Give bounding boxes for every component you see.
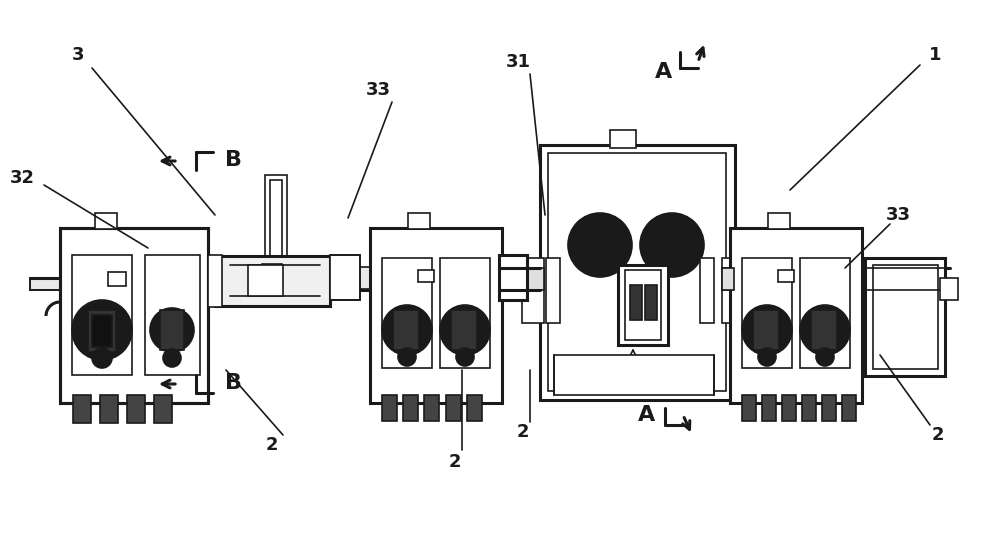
Bar: [382, 258, 432, 368]
Bar: [127, 395, 145, 423]
Circle shape: [398, 348, 416, 366]
Bar: [742, 258, 792, 368]
Bar: [460, 255, 488, 300]
Bar: [262, 264, 282, 278]
Bar: [72, 255, 132, 375]
Text: B: B: [225, 373, 242, 393]
Circle shape: [568, 213, 632, 277]
Bar: [802, 395, 816, 421]
Circle shape: [440, 305, 490, 355]
Bar: [762, 395, 776, 421]
Bar: [742, 395, 756, 421]
Circle shape: [456, 348, 474, 366]
Text: A: A: [655, 62, 672, 82]
Text: 1: 1: [929, 46, 941, 64]
Bar: [270, 180, 282, 260]
Text: B: B: [225, 150, 242, 170]
Circle shape: [640, 213, 704, 277]
Text: A: A: [638, 405, 655, 425]
Bar: [730, 228, 862, 403]
Bar: [208, 255, 222, 307]
Bar: [108, 272, 126, 286]
Text: 31: 31: [506, 53, 530, 71]
Bar: [60, 228, 208, 403]
Bar: [73, 395, 91, 423]
Bar: [873, 265, 938, 369]
Bar: [95, 213, 117, 229]
Circle shape: [163, 349, 181, 367]
Text: 32: 32: [10, 169, 34, 187]
Text: 2: 2: [266, 436, 278, 454]
Bar: [700, 258, 714, 323]
Bar: [467, 395, 482, 421]
Bar: [722, 268, 734, 290]
Bar: [940, 278, 958, 300]
Bar: [393, 310, 419, 350]
Bar: [451, 310, 477, 350]
Bar: [768, 213, 790, 229]
Bar: [548, 153, 726, 391]
Bar: [403, 395, 418, 421]
Circle shape: [72, 300, 132, 360]
Circle shape: [92, 348, 112, 368]
Bar: [645, 285, 657, 320]
Text: 2: 2: [517, 423, 529, 441]
Bar: [100, 395, 118, 423]
Bar: [778, 270, 794, 282]
Bar: [382, 395, 397, 421]
Bar: [540, 145, 735, 400]
Bar: [753, 310, 779, 350]
Bar: [424, 395, 439, 421]
Bar: [265, 175, 287, 267]
Bar: [618, 265, 668, 345]
Bar: [160, 310, 184, 350]
Bar: [154, 395, 172, 423]
Text: 2: 2: [449, 453, 461, 471]
Bar: [410, 255, 440, 300]
Bar: [554, 355, 714, 395]
Circle shape: [150, 308, 194, 352]
Bar: [865, 258, 945, 376]
Bar: [215, 256, 330, 306]
Bar: [782, 395, 796, 421]
Bar: [502, 268, 544, 290]
Bar: [811, 310, 837, 350]
Bar: [822, 395, 836, 421]
Text: 2: 2: [932, 426, 944, 444]
Bar: [370, 228, 502, 403]
Bar: [88, 310, 116, 352]
Circle shape: [816, 348, 834, 366]
Bar: [546, 258, 560, 323]
Text: 3: 3: [72, 46, 84, 64]
Bar: [499, 255, 527, 300]
Bar: [446, 395, 461, 421]
Bar: [30, 278, 95, 290]
Text: 33: 33: [366, 81, 390, 99]
Bar: [440, 258, 490, 368]
Bar: [92, 315, 112, 347]
Text: 33: 33: [886, 206, 910, 224]
Bar: [610, 130, 636, 148]
Bar: [722, 268, 777, 290]
Bar: [722, 258, 744, 323]
Bar: [522, 258, 544, 323]
Bar: [145, 255, 200, 375]
Circle shape: [800, 305, 850, 355]
Bar: [630, 285, 642, 320]
Bar: [408, 213, 430, 229]
Bar: [330, 255, 360, 300]
Circle shape: [742, 305, 792, 355]
Circle shape: [382, 305, 432, 355]
Bar: [248, 265, 283, 296]
Circle shape: [758, 348, 776, 366]
Bar: [625, 270, 661, 340]
Bar: [842, 395, 856, 421]
Bar: [418, 270, 434, 282]
Bar: [330, 267, 498, 289]
Bar: [800, 258, 850, 368]
